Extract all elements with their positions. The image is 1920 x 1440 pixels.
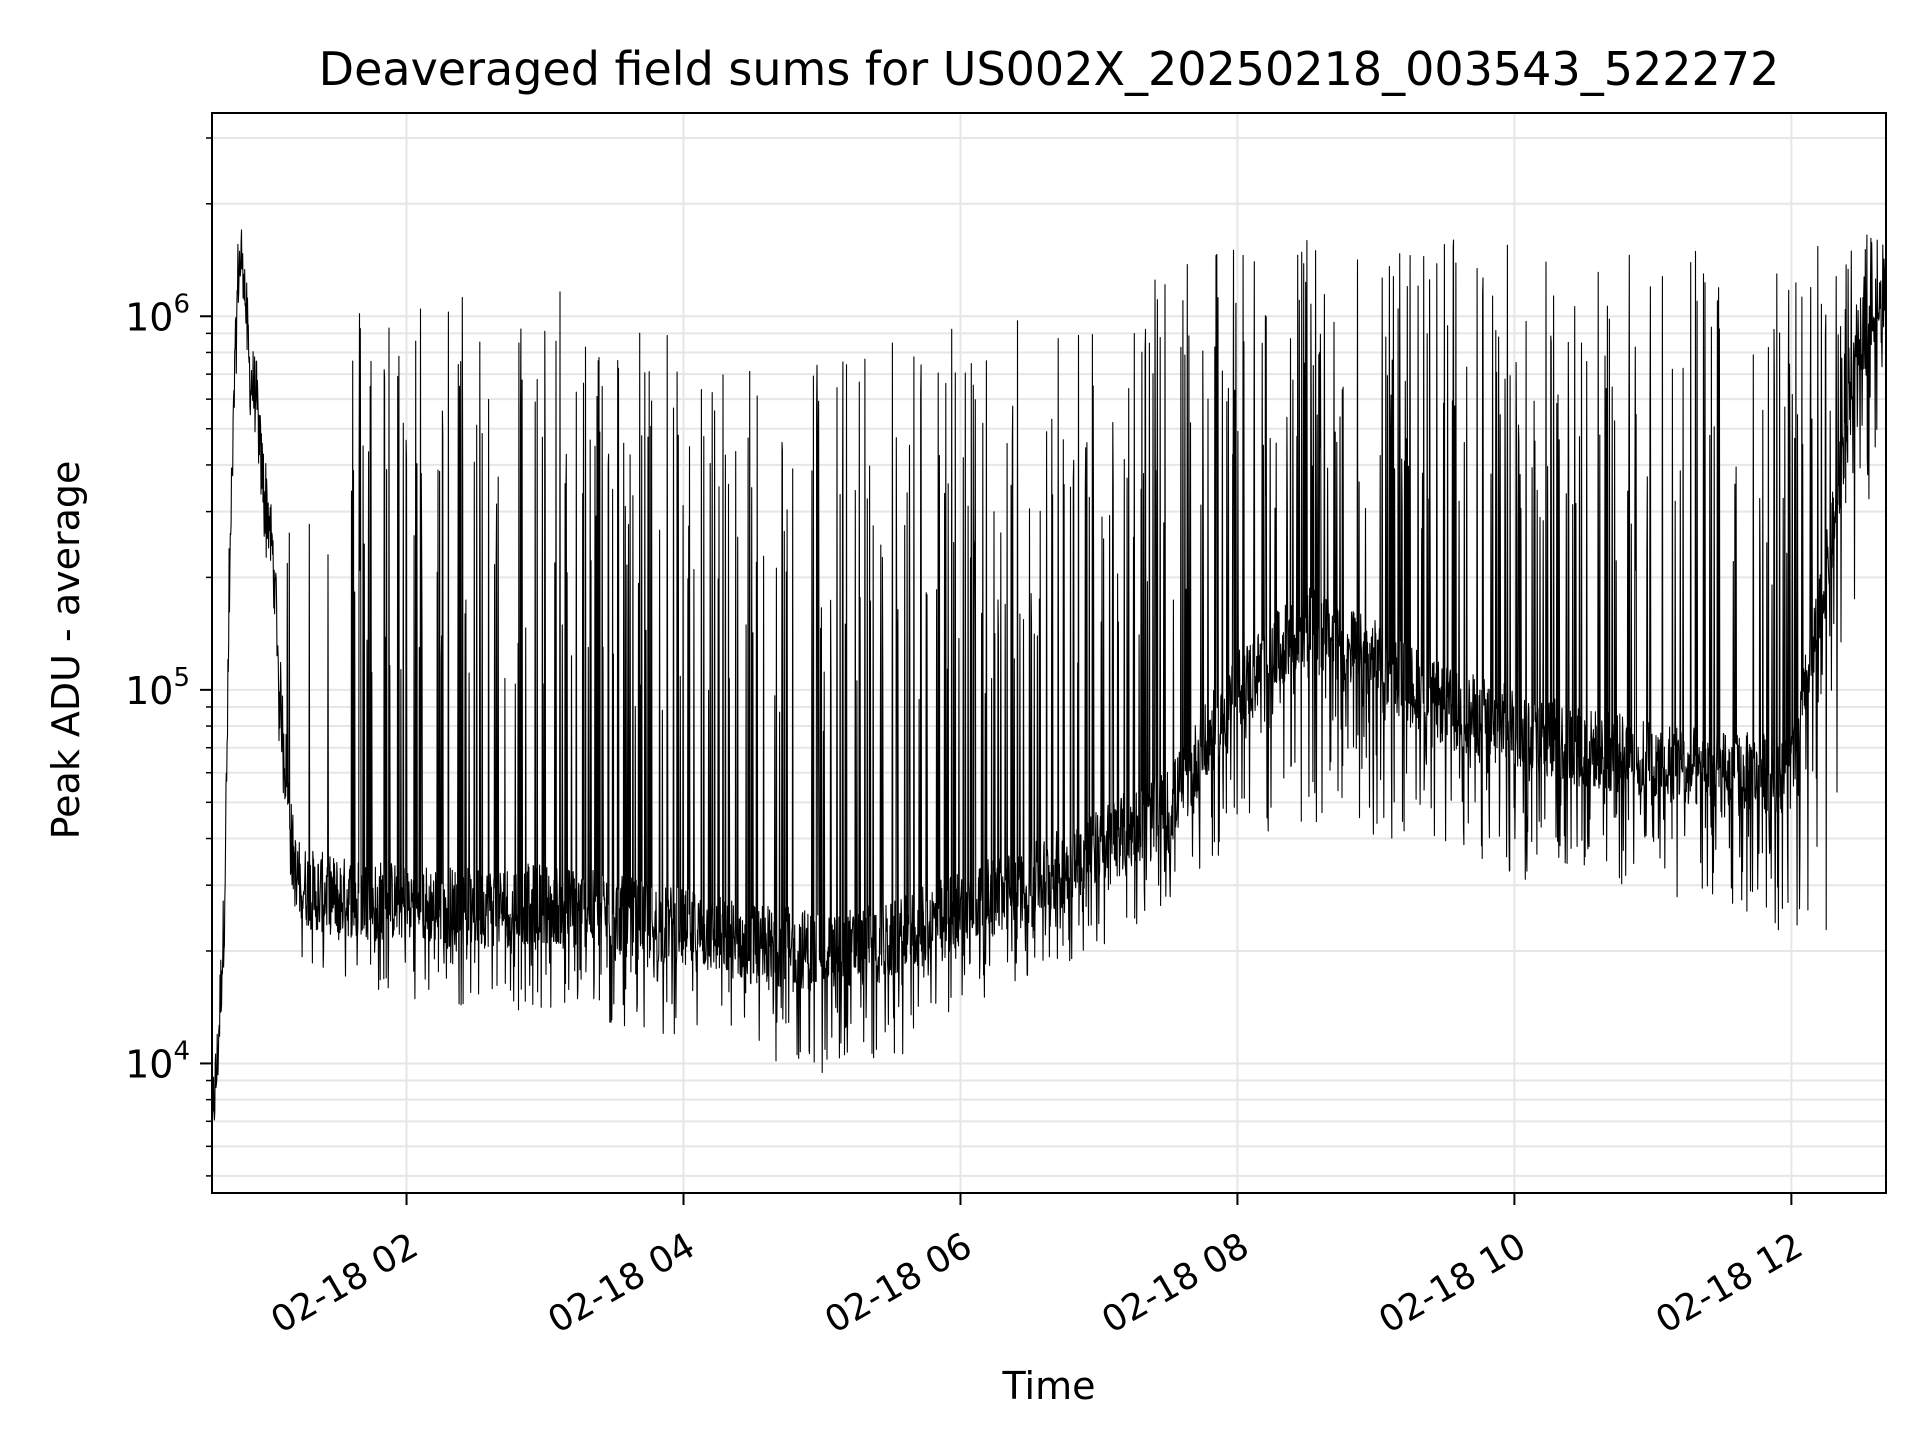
y-axis-ticks: 104 105 106 (125, 137, 212, 1177)
series-line (211, 229, 1887, 1138)
chart-title: Deaveraged field sums for US002X_2025021… (319, 42, 1780, 96)
y-tick-label: 104 (125, 1036, 190, 1086)
y-axis-label: Peak ADU - average (44, 461, 88, 840)
y-tick-label: 106 (125, 289, 190, 339)
series-path (211, 229, 1887, 1138)
x-axis-label: Time (1002, 1364, 1096, 1408)
y-tick-label: 105 (125, 663, 190, 713)
plot-area-frame (211, 112, 1887, 1194)
